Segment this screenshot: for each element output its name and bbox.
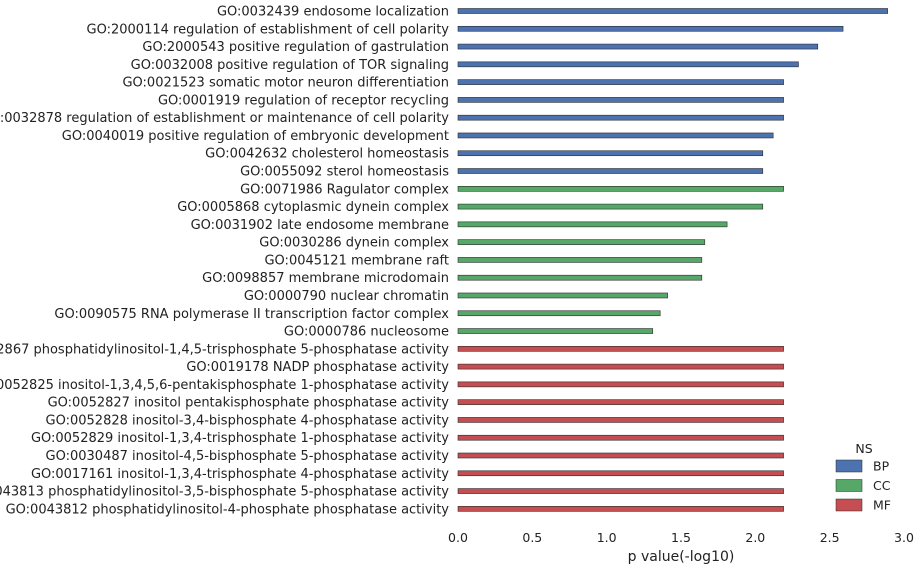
category-label: GO:2000543 positive regulation of gastru… [142, 40, 449, 55]
category-label: GO:0052825 inositol-1,3,4,5,6-pentakisph… [0, 378, 449, 393]
legend-swatch-bp [835, 459, 863, 473]
x-tick-label: 0.5 [522, 530, 542, 545]
x-tick-label: 1.5 [671, 530, 691, 545]
category-label: GO:0052829 inositol-1,3,4-trisphosphate … [31, 431, 449, 446]
bar-mf [457, 488, 784, 494]
category-label: GO:0052867 phosphatidylinositol-1,4,5-tr… [0, 342, 449, 357]
bar-mf [457, 434, 784, 441]
category-label: GO:0000790 nuclear chromatin [244, 289, 449, 304]
legend-swatch-mf [835, 498, 863, 512]
bar-bp [457, 8, 888, 14]
category-label: GO:0032878 regulation of establishment o… [0, 111, 449, 126]
bar-mf [457, 452, 784, 459]
bar-mf [457, 399, 784, 405]
category-label: GO:0045121 membrane raft [264, 253, 449, 268]
bar-cc [457, 203, 764, 210]
x-tick-label: 0.0 [448, 530, 468, 545]
bar-bp [457, 132, 774, 139]
category-label: GO:0030286 dynein complex [259, 236, 449, 251]
x-tick-labels-layer: 0.0 0.5 1.0 1.5 2.0 2.5 3.0 [448, 530, 914, 545]
bar-cc [457, 239, 706, 245]
legend-label-bp: BP [873, 459, 890, 474]
bar-cc [457, 328, 654, 334]
category-label: GO:0032439 endosome localization [217, 5, 449, 20]
category-label: GO:0017161 inositol-1,3,4-trisphosphate … [31, 467, 449, 482]
legend: NS BP CC MF [835, 441, 891, 513]
bar-bp [457, 97, 784, 103]
category-label: GO:2000114 regulation of establishment o… [87, 22, 450, 37]
legend-label-mf: MF [873, 498, 891, 513]
category-label: GO:0098857 membrane microdomain [202, 271, 449, 286]
bar-mf [457, 417, 784, 423]
x-tick-label: 2.0 [745, 530, 765, 545]
category-label: GO:0005868 cytoplasmic dynein complex [177, 200, 449, 215]
category-label: GO:0032008 positive regulation of TOR si… [131, 58, 449, 73]
bars-layer [457, 8, 888, 512]
bar-bp [457, 61, 799, 68]
category-label: GO:0040019 positive regulation of embryo… [62, 129, 449, 144]
category-label: GO:0021523 somatic motor neuron differen… [122, 76, 449, 91]
legend-title: NS [855, 441, 872, 456]
bar-mf [457, 363, 784, 370]
category-label: GO:0031902 late endosome membrane [191, 218, 449, 233]
category-label: GO:0090575 RNA polymerase II transcripti… [54, 307, 449, 322]
bar-bp [457, 114, 784, 121]
bar-bp [457, 25, 844, 32]
category-labels-layer: GO:0032439 endosome localization GO:20001… [0, 5, 449, 518]
bar-cc [457, 186, 784, 192]
bar-bp [457, 79, 784, 85]
category-label: GO:0019178 NADP phosphatase activity [186, 360, 449, 375]
category-label: GO:0071986 Ragulator complex [240, 182, 449, 197]
bar-cc [457, 257, 703, 263]
category-label: GO:0043813 phosphatidylinositol-3,5-bisp… [0, 485, 449, 500]
x-tick-label: 3.0 [894, 530, 914, 545]
bar-cc [457, 274, 703, 281]
category-label: GO:0055092 sterol homeostasis [240, 165, 449, 180]
legend-swatch-cc [835, 479, 863, 492]
bar-cc [457, 310, 661, 317]
category-label: GO:0030487 inositol-4,5-bisphosphate 5-p… [46, 449, 450, 464]
category-label: GO:0043812 phosphatidylinositol-4-phosph… [6, 502, 450, 517]
bar-cc [457, 221, 728, 228]
x-tick-label: 1.0 [597, 530, 617, 545]
bar-mf [457, 381, 784, 388]
category-label: GO:0052827 inositol pentakisphosphate ph… [48, 396, 450, 411]
x-tick-label: 2.5 [820, 530, 840, 545]
legend-label-cc: CC [873, 478, 891, 493]
bar-mf [457, 506, 784, 512]
category-label: GO:0001919 regulation of receptor recycl… [158, 93, 449, 108]
x-axis-label: p value(-log10) [628, 549, 735, 565]
bar-mf [457, 470, 784, 477]
bar-bp [457, 43, 819, 50]
bar-bp [457, 150, 764, 157]
bar-mf [457, 346, 784, 352]
bar-cc [457, 292, 668, 299]
category-label: GO:0052828 inositol-3,4-bisphosphate 4-p… [46, 413, 450, 428]
category-label: GO:0000786 nucleosome [284, 325, 449, 340]
category-label: GO:0042632 cholesterol homeostasis [205, 147, 449, 162]
bar-bp [457, 168, 764, 174]
